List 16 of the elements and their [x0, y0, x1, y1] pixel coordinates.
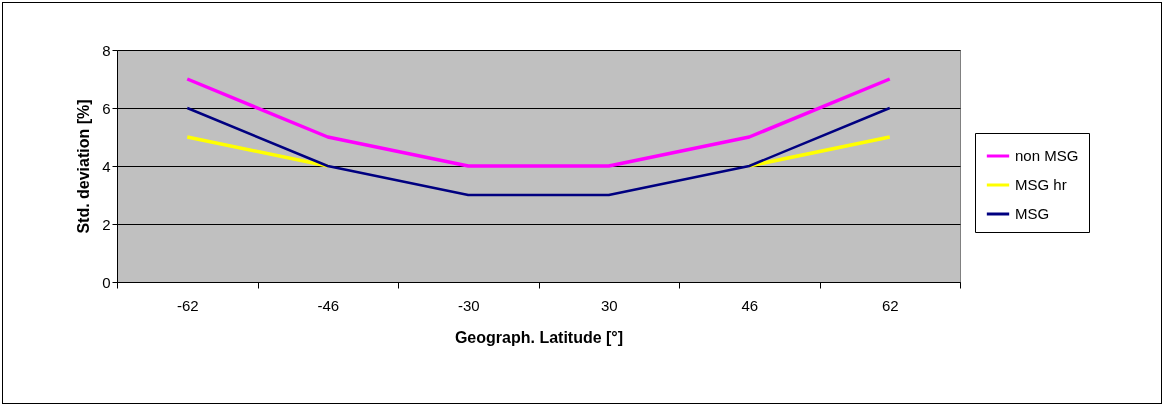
y-tick-label: 8	[102, 41, 111, 59]
x-tick-label: -46	[317, 296, 340, 314]
x-tick-label: -62	[176, 296, 199, 314]
y-tick-label: 6	[102, 99, 111, 117]
legend-label: non MSG	[1015, 147, 1079, 164]
x-tick-label: -30	[457, 296, 480, 314]
y-axis-title: Std. deviation [%]	[75, 99, 93, 234]
x-axis-title: Geograph. Latitude [°]	[454, 328, 624, 346]
y-tick-label: 4	[102, 157, 111, 175]
y-tick-label: 0	[102, 273, 111, 291]
x-tick-label: 30	[600, 296, 618, 314]
x-tick-label: 46	[741, 296, 759, 314]
legend-label: MSG hr	[1015, 176, 1067, 193]
x-tick-label: 62	[881, 296, 899, 314]
y-tick-label: 2	[102, 215, 111, 233]
legend-label: MSG	[1015, 205, 1050, 222]
